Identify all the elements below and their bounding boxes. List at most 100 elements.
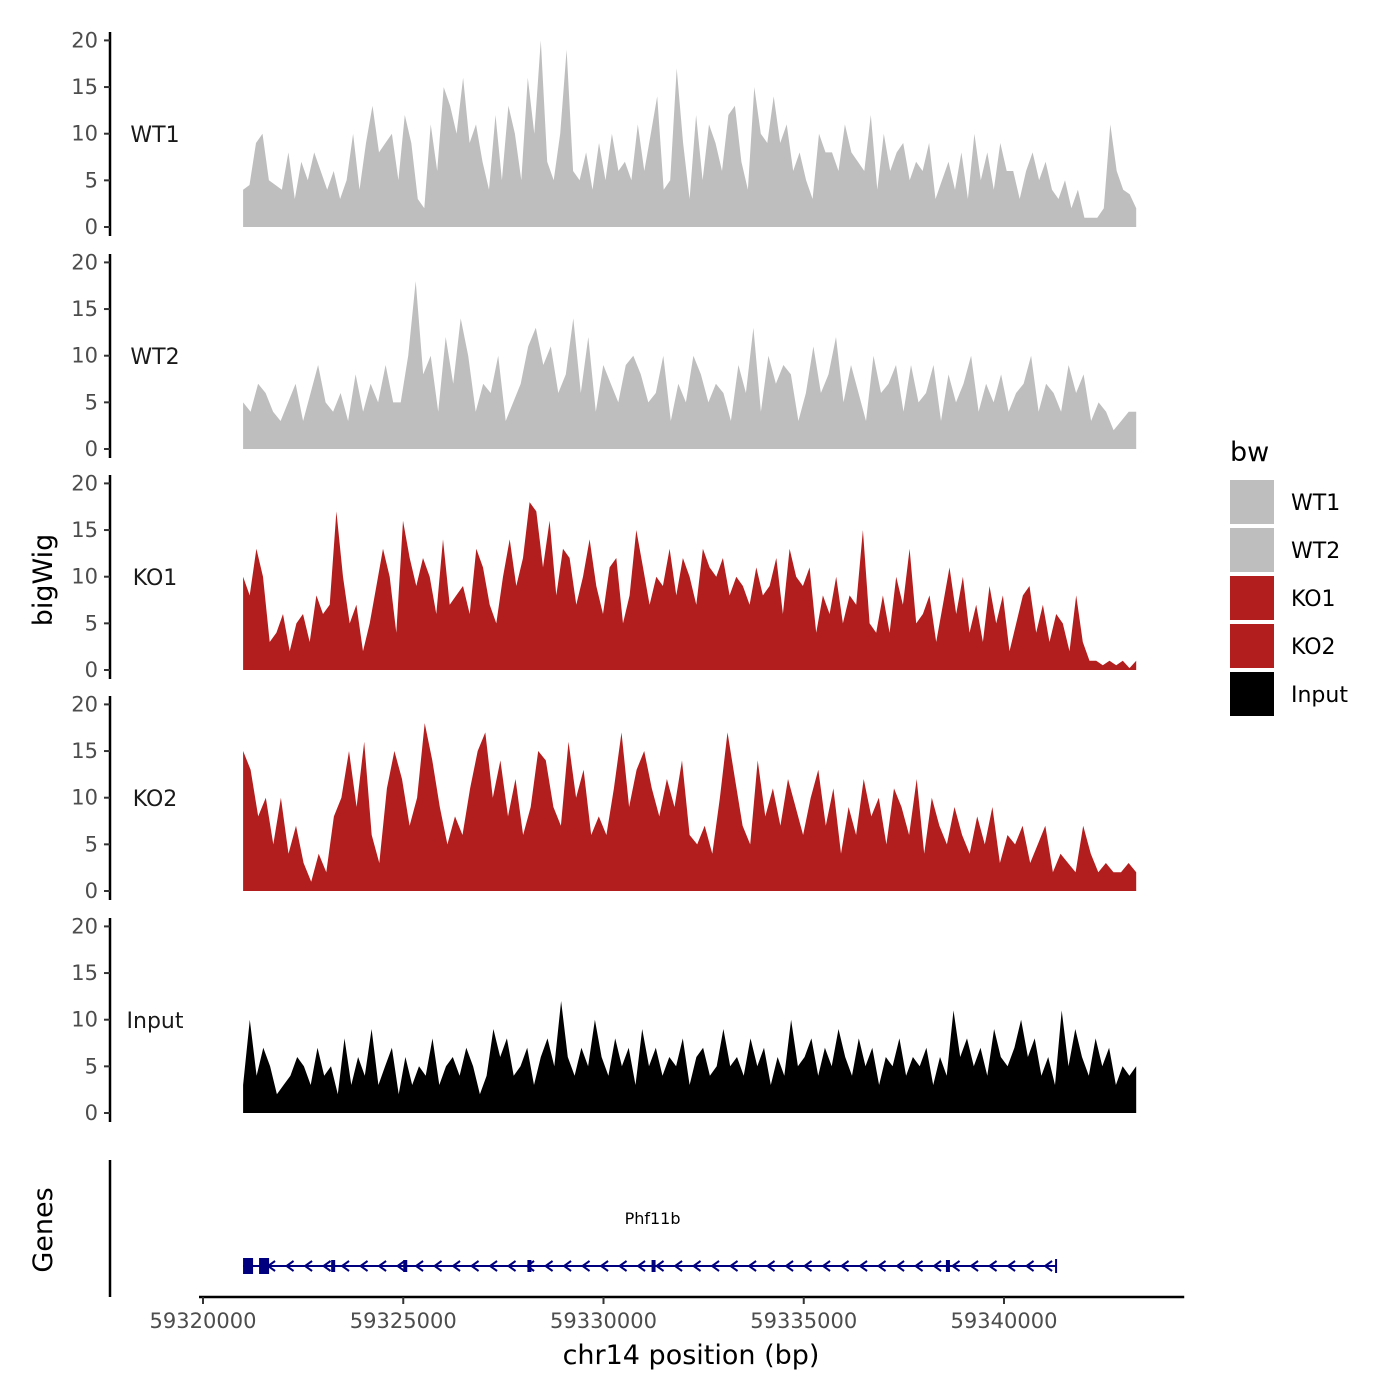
strand-arrow [858,1260,868,1272]
strand-arrow [395,1260,406,1272]
strand-arrow [599,1260,609,1272]
strand-arrow [358,1260,369,1272]
legend-label: KO2 [1291,635,1336,660]
y-tick-label: 0 [85,215,98,239]
strand-arrow [580,1260,591,1272]
legend-item-wt1: WT1 [1230,480,1340,524]
strand-arrow [636,1260,646,1272]
exon [403,1260,408,1272]
x-tick-label: 59325000 [350,1309,457,1333]
strand-arrow [673,1260,683,1272]
track-ko2: 0 5 10 15 20 KO2 [71,692,1137,903]
x-axis: 59320000 59325000 59330000 59335000 59340000 [150,1295,1185,1333]
y-tick-label: 20 [71,250,98,274]
legend-swatch [1230,672,1274,716]
track-label: Input [127,1009,184,1034]
y-tick-label: 10 [71,1008,98,1032]
strand-arrow [710,1260,720,1272]
y-tick-label: 15 [71,739,98,763]
area-ko1 [243,502,1137,670]
strand-arrow [525,1260,535,1272]
strand-arrow [950,1260,961,1272]
strand-arrow [451,1260,461,1272]
legend-swatch [1230,480,1274,524]
strand-arrow [469,1260,480,1272]
gene-phf11b: Phf11b [243,1209,1058,1274]
exon [243,1258,254,1274]
genes-axis-title: Genes [28,1187,59,1272]
strand-arrow [765,1260,776,1272]
strand-arrow [802,1260,813,1272]
y-tick-label: 5 [85,611,98,635]
y-tick-label: 15 [71,961,98,985]
strand-arrow [728,1260,739,1272]
legend: bw WT1 WT2 KO1 KO2 Input [1230,437,1348,716]
strand-arrow [543,1260,554,1272]
strand-arrow [562,1260,572,1272]
legend-item-wt2: WT2 [1230,528,1340,572]
strand-arrow [654,1260,665,1272]
strand-arrow [987,1260,998,1272]
x-tick-label: 59335000 [750,1309,857,1333]
y-tick-label: 0 [85,437,98,461]
bigwig-tracks: 0 5 10 15 20 WT1 0 5 10 15 20 WT2 0 5 10 15 20 KO1 0 5 10 15 2… [71,28,1137,1125]
area-input [243,1001,1137,1113]
strand-arrow [691,1260,702,1272]
exon [259,1258,270,1274]
track-label: KO1 [133,566,178,591]
legend-swatch [1230,624,1274,668]
y-tick-label: 10 [71,122,98,146]
y-tick-label: 5 [85,832,98,856]
track-label: WT2 [130,345,179,370]
y-tick-label: 20 [71,471,98,495]
y-tick-label: 0 [85,879,98,903]
legend-label: WT1 [1291,491,1340,516]
strand-arrow [895,1260,905,1272]
y-tick-label: 15 [71,297,98,321]
x-tick-label: 59340000 [951,1309,1058,1333]
strand-arrow [747,1260,757,1272]
area-wt2 [243,281,1137,449]
area-wt1 [243,40,1137,228]
y-tick-label: 10 [71,786,98,810]
track-input: 0 5 10 15 20 Input [71,914,1137,1125]
track-label: KO2 [133,787,178,812]
legend-item-ko1: KO1 [1230,576,1336,620]
y-tick-label: 15 [71,518,98,542]
strand-arrow [1024,1260,1035,1272]
legend-label: Input [1291,683,1348,708]
x-axis-title: chr14 position (bp) [563,1340,820,1371]
strand-arrow [1043,1260,1053,1272]
y-tick-label: 20 [71,914,98,938]
strand-arrow [617,1260,628,1272]
strand-arrow [839,1260,850,1272]
y-tick-label: 0 [85,1101,98,1125]
strand-arrow [377,1260,387,1272]
y-tick-label: 15 [71,75,98,99]
legend-swatch [1230,528,1274,572]
y-tick-label: 5 [85,168,98,192]
track-wt1: 0 5 10 15 20 WT1 [71,28,1137,239]
strand-arrow [432,1260,443,1272]
strand-arrow [969,1260,979,1272]
track-wt2: 0 5 10 15 20 WT2 [71,250,1137,461]
legend-title: bw [1230,437,1269,468]
legend-swatch [1230,576,1274,620]
exon [945,1260,950,1272]
strand-arrow [913,1260,924,1272]
strand-arrow [321,1260,332,1272]
legend-item-input: Input [1230,672,1348,716]
x-tick-label: 59330000 [550,1309,657,1333]
x-tick-label: 59320000 [150,1309,257,1333]
y-tick-label: 0 [85,658,98,682]
y-axis-title: bigWig [28,534,59,627]
exon [331,1260,336,1272]
y-tick-label: 5 [85,1054,98,1078]
y-tick-label: 20 [71,28,98,52]
y-tick-label: 5 [85,390,98,414]
gene-label: Phf11b [625,1209,681,1228]
strand-arrow [1006,1260,1016,1272]
genes-panel: Phf11b [108,1160,1058,1297]
legend-label: KO1 [1291,587,1336,612]
